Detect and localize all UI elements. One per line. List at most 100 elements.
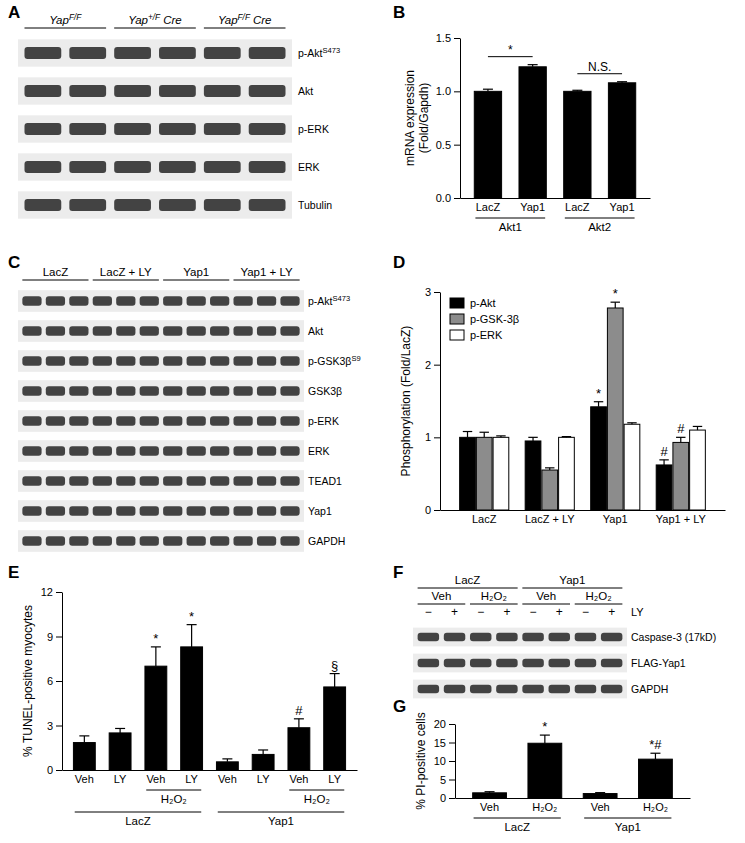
band xyxy=(159,161,196,173)
error-stem xyxy=(655,753,656,759)
blot-strip xyxy=(18,77,292,104)
chart: B0.00.51.01.5LacZYap1LacZYap1mRNA expres… xyxy=(393,3,651,233)
band xyxy=(257,386,276,396)
treatment-sign: + xyxy=(503,605,510,619)
band xyxy=(69,326,88,336)
legend-swatch xyxy=(450,298,464,308)
group-line xyxy=(146,790,201,791)
x-tick-label: LY xyxy=(185,773,198,785)
error-bar xyxy=(480,432,489,437)
y-tick-mark xyxy=(454,38,460,39)
bar xyxy=(542,470,558,510)
band xyxy=(233,536,252,546)
band xyxy=(69,85,106,97)
band xyxy=(24,47,61,59)
error-cap xyxy=(540,734,550,735)
band xyxy=(210,416,229,426)
band xyxy=(210,326,229,336)
row-label: GAPDH xyxy=(631,683,668,695)
x-axis-line xyxy=(456,798,691,799)
band xyxy=(46,536,65,546)
band xyxy=(93,476,112,486)
bar xyxy=(583,794,617,798)
band xyxy=(69,386,88,396)
bar xyxy=(181,647,203,770)
band xyxy=(280,386,299,396)
band xyxy=(204,47,241,59)
y-tick-label: 3 xyxy=(425,286,431,298)
label-part: Cre xyxy=(253,14,272,26)
y-tick: 12 xyxy=(41,586,62,598)
y-axis-line xyxy=(460,39,461,199)
error-cap xyxy=(595,792,605,793)
bar xyxy=(476,437,492,510)
treatment-sign: + xyxy=(608,605,615,619)
bar xyxy=(473,793,507,798)
band xyxy=(204,123,241,135)
x-tick: LacZ xyxy=(565,198,590,213)
y-tick: 1 xyxy=(425,431,440,443)
bar xyxy=(624,424,640,510)
x-tick: Yap1 xyxy=(520,198,545,213)
error-cap xyxy=(594,401,603,402)
treatment-sign: − xyxy=(425,605,432,619)
label-part: p-Akt xyxy=(308,295,333,307)
y-tick: 3 xyxy=(47,720,62,732)
label-superscript: F/F xyxy=(238,13,251,22)
error-cap xyxy=(187,624,197,625)
blot-strip xyxy=(18,153,292,180)
band xyxy=(210,386,229,396)
band xyxy=(257,296,276,306)
band xyxy=(24,161,61,173)
band xyxy=(280,506,299,516)
x-tick-label: Veh xyxy=(146,773,165,785)
error-stem xyxy=(120,728,121,732)
y-tick-label: 3 xyxy=(47,720,53,732)
treatment-sign: + xyxy=(451,605,458,619)
bar xyxy=(525,441,541,510)
x-tick-label: H₂O₂ xyxy=(643,801,668,813)
y-tick-label: 10 xyxy=(434,755,446,767)
band xyxy=(575,659,596,667)
bar xyxy=(564,91,591,198)
blot-strip xyxy=(413,680,627,699)
band xyxy=(470,659,491,667)
band xyxy=(204,161,241,173)
x-tick: LacZ xyxy=(472,510,497,525)
band xyxy=(46,506,65,516)
y-tick-mark xyxy=(449,780,455,781)
band xyxy=(233,446,252,456)
group-line xyxy=(22,280,88,281)
error-stem xyxy=(680,437,681,442)
x-tick-label: LacZ xyxy=(472,513,497,525)
y-axis-title: % PI-positive cells xyxy=(414,712,428,809)
band xyxy=(69,356,88,366)
band xyxy=(163,476,182,486)
band xyxy=(140,446,159,456)
error-cap xyxy=(496,435,505,436)
legend: p-Aktp-GSK-3βp-ERK xyxy=(450,297,519,341)
error-cap xyxy=(659,459,668,460)
band xyxy=(444,659,465,667)
group-line xyxy=(233,280,299,281)
error-bar xyxy=(650,753,660,759)
y-tick-mark xyxy=(454,91,460,92)
band xyxy=(470,685,491,693)
band xyxy=(496,633,517,641)
error-stem xyxy=(467,432,468,438)
x-tick: LY xyxy=(185,770,198,785)
band xyxy=(257,506,276,516)
band xyxy=(22,476,41,486)
group-line xyxy=(289,790,344,791)
x-axis: VehH₂O₂VehH₂O₂ xyxy=(456,798,691,813)
group-label: LacZ xyxy=(455,574,481,586)
error-cap xyxy=(480,432,489,433)
row-label: ERK xyxy=(308,445,330,457)
band xyxy=(280,536,299,546)
blot-strip xyxy=(18,380,304,402)
group-label: LacZ xyxy=(43,266,69,278)
blot-strip xyxy=(18,191,292,218)
group-line xyxy=(163,280,229,281)
band xyxy=(163,446,182,456)
bar xyxy=(607,308,623,510)
